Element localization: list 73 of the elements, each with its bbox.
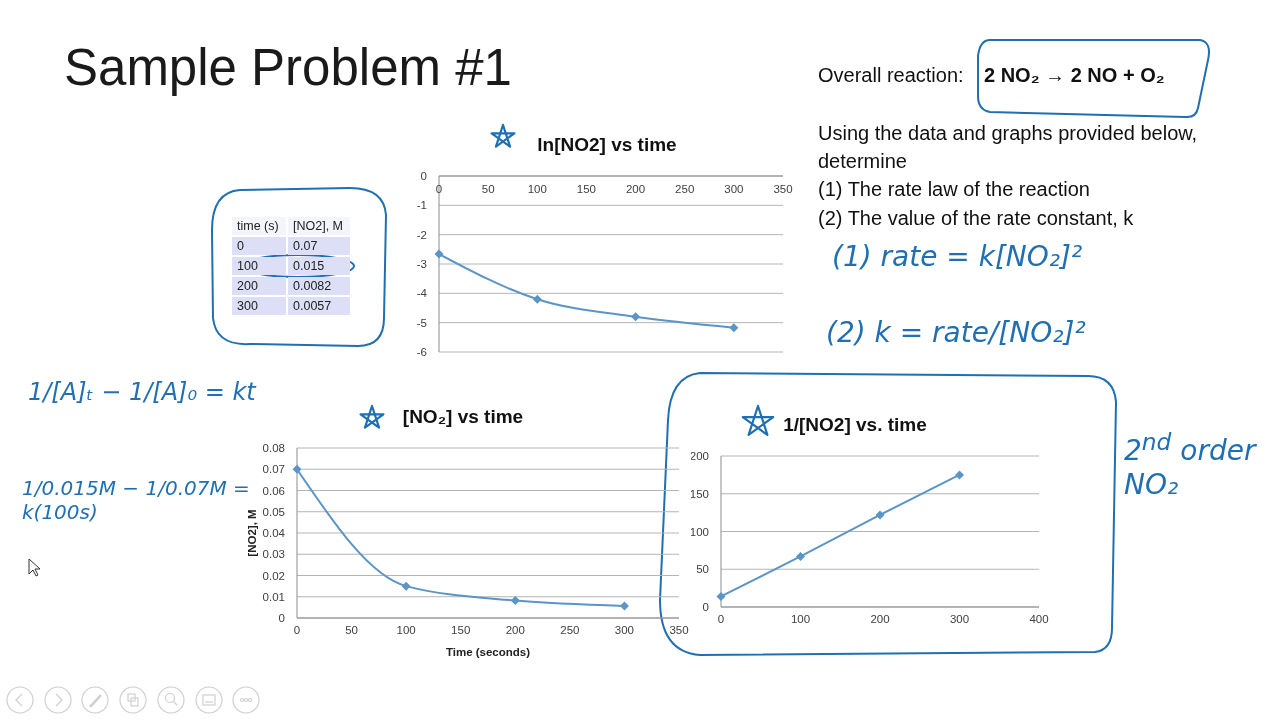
x-tick-label: 350 — [773, 183, 793, 195]
x-tick-label: 0 — [293, 624, 301, 637]
y-axis-title: [NO2], M — [246, 509, 259, 557]
y-tick-label: -1 — [416, 199, 427, 212]
x-tick-label: 300 — [949, 613, 970, 626]
x-tick-label: 350 — [669, 624, 689, 637]
text: Sample Problem #1 — [64, 39, 512, 96]
point — [434, 249, 444, 259]
point — [619, 601, 629, 611]
y-tick-label: 0.05 — [262, 505, 285, 518]
y-tick-label: -2 — [416, 228, 427, 241]
point — [716, 591, 726, 601]
y-tick-label: 0 — [702, 601, 709, 614]
y-tick-label: 150 — [689, 487, 709, 500]
y-tick-label: 50 — [696, 563, 709, 576]
text: (2) k = rate/[NO₂]² — [826, 316, 1086, 349]
y-tick-label: 200 — [689, 450, 709, 463]
text: 1/[A]ₜ − 1/[A]₀ = kt — [28, 378, 256, 406]
text: Using the data and graphs provided below, determine — [818, 122, 1198, 172]
text: 100 0.015 — [237, 258, 325, 275]
y-tick-label: 0.02 — [262, 569, 285, 582]
x-tick-label: 200 — [625, 183, 646, 195]
x-tick-label: 0 — [717, 613, 725, 626]
text: Overall reaction: — [818, 64, 964, 86]
y-tick-label: 0.01 — [262, 590, 285, 603]
point — [796, 551, 805, 561]
y-tick-label: -5 — [416, 316, 427, 329]
text: 200 0.0082 — [237, 278, 332, 295]
text: (1) rate = k[NO₂]² — [832, 240, 1083, 273]
x-tick-label: 200 — [870, 613, 890, 626]
x-tick-label: 100 — [527, 183, 547, 195]
x-tick-label: 0 — [435, 183, 443, 195]
y-tick-label: 0.06 — [262, 484, 285, 497]
text: 2 NO₂ → 2 NO + O₂ — [984, 64, 1165, 86]
x-tick-label: 200 — [505, 624, 525, 637]
x-axis-title: Time (seconds) — [445, 646, 531, 658]
chart-title: ln[NO2] vs time — [537, 134, 677, 155]
y-tick-label: -3 — [416, 258, 427, 271]
text: 2$^{nd}$ order NO₂ — [1124, 428, 1256, 501]
x-tick-label: 100 — [396, 624, 416, 637]
point — [401, 581, 411, 591]
y-tick-label: 0.08 — [262, 442, 285, 455]
x-tick-label: 150 — [576, 183, 597, 195]
x-tick-label: 100 — [790, 613, 811, 626]
point — [510, 596, 520, 606]
x-tick-label: 300 — [614, 624, 635, 637]
text: 300 0.0057 — [237, 298, 332, 315]
x-tick-label: 150 — [451, 624, 471, 637]
chart-title: [NO₂] vs time — [402, 406, 524, 427]
y-tick-label: -6 — [416, 346, 427, 359]
point — [631, 312, 641, 322]
text: (1) The rate law of the reaction — [818, 178, 1090, 200]
text: (2) The value of the rate constant, k — [818, 207, 1134, 229]
y-tick-label: 100 — [689, 525, 709, 538]
y-tick-label: 0.04 — [262, 527, 286, 540]
x-tick-label: 300 — [724, 183, 744, 195]
point — [875, 510, 885, 520]
x-tick-label: 400 — [1029, 613, 1049, 626]
x-tick-label: 250 — [560, 624, 580, 637]
y-tick-label: -4 — [416, 287, 428, 300]
y-tick-label: 0.03 — [262, 548, 285, 561]
x-tick-label: 50 — [481, 183, 495, 195]
text: 0 0.07 — [237, 238, 318, 255]
point — [532, 294, 542, 304]
y-tick-label: 0 — [420, 170, 427, 183]
x-tick-label: 50 — [345, 624, 358, 637]
point — [729, 323, 739, 333]
chart-title: 1/[NO2] vs. time — [783, 414, 927, 435]
y-tick-label: 0.07 — [262, 463, 285, 476]
text: time (s) [NO2], M — [237, 218, 344, 235]
point — [292, 464, 302, 474]
point — [955, 470, 964, 480]
x-tick-label: 250 — [675, 183, 695, 195]
